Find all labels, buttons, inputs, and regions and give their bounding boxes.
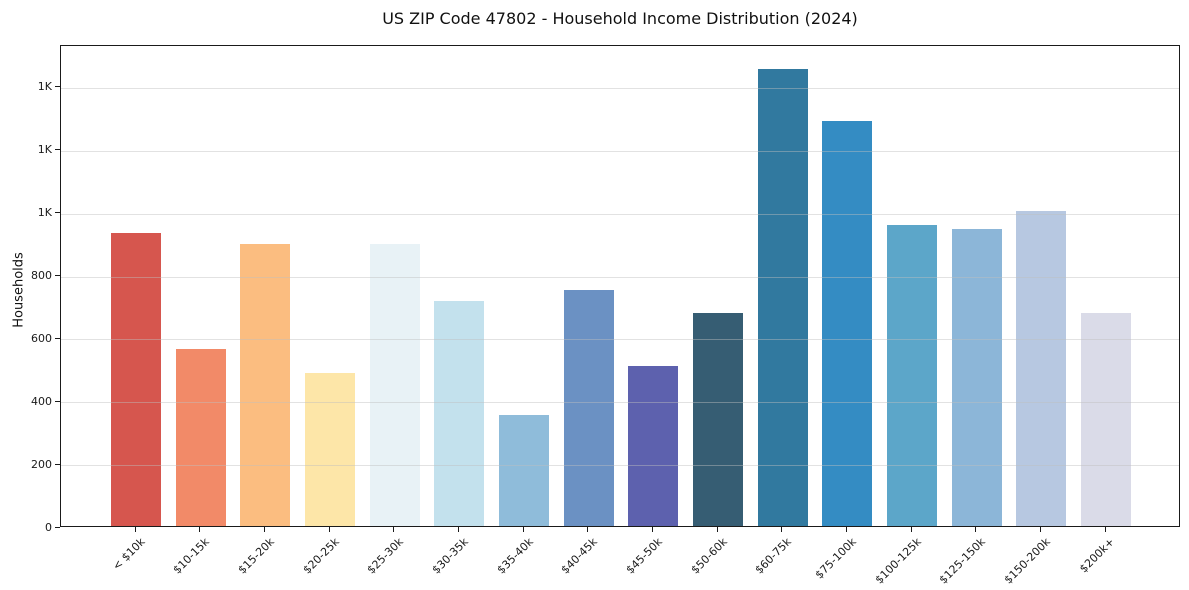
y-tick-mark — [55, 212, 60, 214]
bar — [240, 244, 291, 526]
gridline — [61, 213, 1179, 215]
x-tick-label: $30-35k — [429, 535, 471, 577]
x-tick-label: $125-150k — [937, 535, 989, 587]
x-tick-mark — [651, 527, 653, 532]
x-tick-label: $40-45k — [558, 535, 601, 577]
x-tick-mark — [845, 527, 847, 532]
x-tick-label: $60-75k — [752, 535, 795, 577]
gridline — [61, 402, 1179, 404]
x-tick-label: $25-30k — [364, 535, 407, 577]
bar — [887, 225, 937, 526]
x-tick-label: $50-60k — [688, 535, 730, 577]
x-tick-mark — [134, 527, 136, 532]
x-tick-mark — [457, 527, 459, 532]
gridline — [61, 465, 1179, 467]
bar — [1081, 313, 1131, 526]
x-tick-mark — [393, 527, 395, 532]
x-tick-label: $150-200k — [1001, 535, 1053, 587]
x-tick-mark — [587, 527, 589, 532]
x-tick-mark — [199, 527, 201, 532]
x-tick-mark — [522, 527, 524, 532]
bar — [305, 372, 355, 526]
chart-title: US ZIP Code 47802 - Household Income Dis… — [382, 9, 858, 28]
y-tick-label: 800 — [31, 269, 52, 282]
bar — [175, 349, 226, 526]
x-tick-mark — [1104, 527, 1106, 532]
x-tick-label: $200k+ — [1077, 535, 1118, 576]
y-tick-label: 0 — [45, 520, 52, 534]
gridline — [61, 276, 1179, 278]
bar — [951, 228, 1002, 526]
x-tick-mark — [328, 527, 330, 532]
y-tick-mark — [55, 526, 60, 528]
x-tick-mark — [975, 527, 977, 532]
y-tick-label: 400 — [31, 394, 52, 408]
gridline — [61, 339, 1179, 341]
x-tick-mark — [263, 527, 265, 532]
y-tick-mark — [55, 149, 60, 151]
x-tick-label: $15-20k — [235, 535, 277, 577]
bar — [563, 289, 614, 526]
y-tick-mark — [55, 275, 60, 276]
x-tick-mark — [781, 527, 783, 532]
bar — [111, 233, 161, 526]
y-tick-label: 1K — [37, 143, 52, 157]
x-tick-label: $75-100k — [812, 535, 859, 582]
x-tick-label: $20-25k — [300, 535, 342, 577]
y-tick-mark — [55, 463, 60, 465]
x-tick-label: $10-15k — [170, 535, 213, 577]
bar — [369, 244, 420, 526]
y-tick-label: 600 — [31, 331, 52, 345]
y-tick-label: 1K — [37, 80, 52, 94]
bar — [693, 313, 743, 526]
bar — [499, 414, 549, 526]
y-tick-label: 200 — [31, 457, 52, 471]
x-tick-mark — [1039, 527, 1041, 532]
x-tick-label: < $10k — [109, 535, 148, 573]
y-tick-mark — [55, 400, 60, 402]
gridline — [61, 150, 1179, 152]
plot-area — [60, 45, 1180, 527]
bar — [822, 120, 873, 526]
bar — [1016, 211, 1067, 526]
bar — [628, 366, 679, 526]
gridline — [61, 87, 1179, 89]
x-tick-mark — [910, 527, 912, 532]
y-tick-mark — [55, 86, 60, 88]
y-axis-label: Households — [11, 252, 27, 328]
x-tick-label: $100-125k — [872, 535, 924, 587]
x-tick-label: $35-40k — [494, 535, 536, 577]
y-tick-mark — [55, 337, 60, 339]
x-tick-mark — [716, 527, 718, 532]
bar — [757, 68, 808, 526]
x-tick-label: $45-50k — [623, 535, 665, 577]
bar — [434, 300, 485, 526]
y-tick-label: 1K — [37, 206, 52, 220]
